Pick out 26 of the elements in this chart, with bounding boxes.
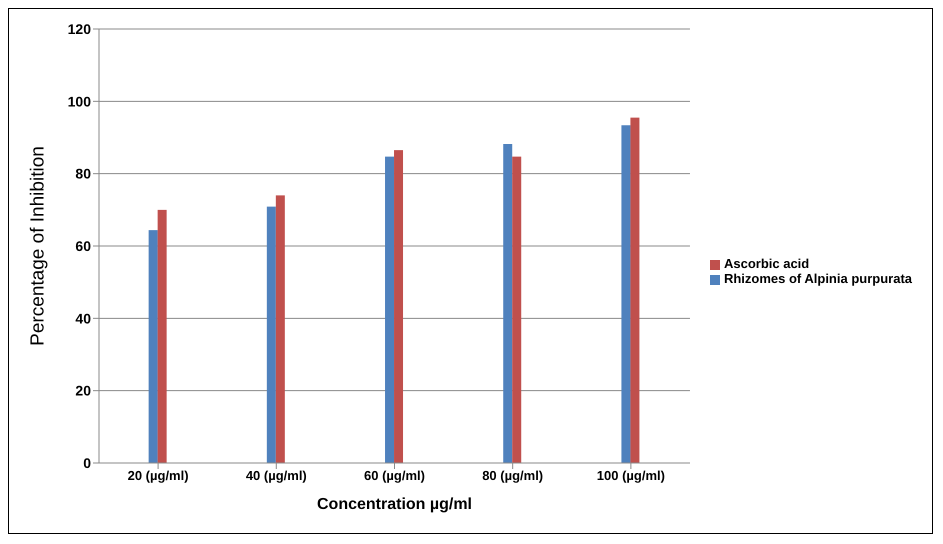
y-tick-label: 20: [75, 382, 92, 399]
y-tick-label: 120: [68, 20, 92, 37]
bar: [630, 118, 640, 463]
legend-label: Ascorbic acid: [724, 256, 810, 271]
y-tick-label: 100: [68, 93, 92, 110]
x-tick-label: 80 (µg/ml): [482, 468, 544, 484]
x-axis-title: Concentration µg/ml: [316, 496, 472, 513]
x-tick-label: 100 (µg/ml): [596, 468, 665, 484]
bar: [158, 210, 167, 463]
legend-label: Rhizomes of Alpinia purpurata: [724, 271, 912, 286]
y-tick-label: 60: [75, 238, 92, 254]
x-tick-label: 20 (µg/ml): [128, 468, 189, 484]
bar: [266, 206, 276, 463]
bar: [276, 195, 285, 463]
bar: [503, 144, 512, 463]
bar: [621, 125, 630, 463]
bar: [385, 156, 394, 463]
bar: [148, 230, 158, 463]
y-axis-title: Percentage of Inhibition: [28, 146, 49, 346]
x-tick-label: 60 (µg/ml): [364, 468, 425, 484]
y-tick-label: 40: [75, 310, 92, 326]
bar: [512, 156, 522, 463]
bar: [394, 150, 404, 463]
y-tick-label: 80: [75, 166, 92, 182]
x-tick-label: 40 (µg/ml): [246, 468, 307, 484]
y-tick-label: 0: [83, 454, 92, 471]
